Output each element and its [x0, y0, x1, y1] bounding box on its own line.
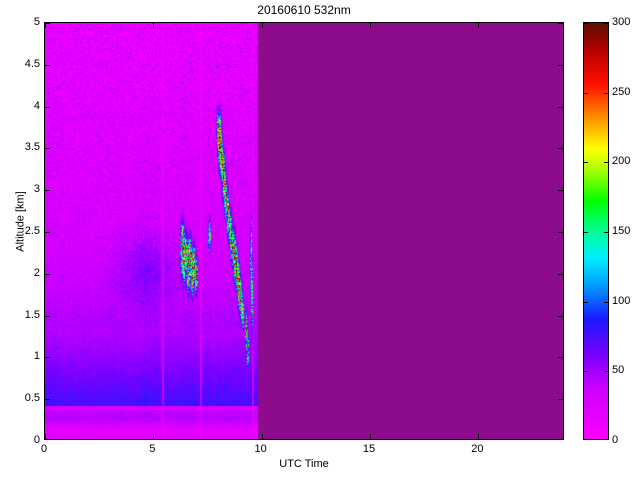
- x-axis-tick-labels: 0 5 10 15 20: [40, 443, 564, 457]
- y-tick-mark: [45, 357, 50, 358]
- colorbar-tick-label: 100: [612, 294, 631, 307]
- y-tick-label: 5: [33, 16, 40, 28]
- colorbar-tick-label: 200: [612, 155, 631, 168]
- y-tick-mark: [45, 23, 50, 24]
- page-title: 20160610 532nm: [257, 3, 351, 17]
- y-tick-mark: [558, 65, 563, 66]
- y-tick-label: 1: [33, 350, 40, 363]
- y-axis-title: Altitude [km]: [14, 191, 27, 252]
- x-tick-mark: [370, 434, 371, 439]
- y-tick-mark: [45, 399, 50, 400]
- x-tick-label: 15: [362, 443, 376, 455]
- y-tick-mark: [558, 274, 563, 275]
- colorbar-tick-mark: [604, 371, 608, 372]
- y-tick-mark: [45, 316, 50, 317]
- y-tick-mark: [558, 399, 563, 400]
- y-tick-label: 0.5: [24, 392, 40, 405]
- y-tick-label: 4.5: [24, 57, 40, 70]
- colorbar-tick-mark: [604, 302, 608, 303]
- x-tick-mark: [262, 23, 263, 28]
- y-tick-mark: [45, 190, 50, 191]
- colorbar-tick-label: 250: [612, 85, 631, 98]
- colorbar-tick-mark: [604, 232, 608, 233]
- y-tick-label: 3: [33, 183, 40, 196]
- x-tick-mark: [45, 434, 46, 439]
- colorbar-tick-label: 150: [612, 225, 631, 237]
- y-tick-label: 1.5: [24, 308, 40, 321]
- x-tick-label: 0: [40, 443, 48, 455]
- lidar-heatmap-canvas: [45, 23, 563, 439]
- plot-axes[interactable]: [44, 22, 564, 440]
- colorbar-tick-mark: [584, 23, 588, 24]
- y-tick-mark: [558, 148, 563, 149]
- y-tick-mark: [45, 232, 50, 233]
- x-tick-mark: [478, 434, 479, 439]
- colorbar-tick-mark: [584, 232, 588, 233]
- x-tick-label: 10: [254, 443, 267, 455]
- x-tick-mark: [478, 23, 479, 28]
- y-tick-label: 3.5: [24, 141, 40, 154]
- x-tick-label: 5: [149, 443, 156, 455]
- colorbar-gradient: [584, 23, 608, 439]
- x-tick-mark: [262, 434, 263, 439]
- x-tick-mark: [153, 434, 154, 439]
- x-tick-mark: [45, 23, 46, 28]
- colorbar-tick-mark: [584, 93, 588, 94]
- colorbar-tick-mark: [604, 93, 608, 94]
- y-tick-mark: [45, 107, 50, 108]
- y-tick-label: 4: [33, 99, 40, 112]
- y-tick-label: 0: [33, 434, 40, 446]
- colorbar-tick-labels: 0 50 100 150 200 250 300: [612, 16, 640, 446]
- y-tick-label: 2: [33, 266, 40, 279]
- y-tick-mark: [558, 357, 563, 358]
- y-tick-mark: [558, 23, 563, 24]
- y-tick-mark: [45, 148, 50, 149]
- y-tick-label: 2.5: [24, 225, 40, 237]
- y-tick-mark: [45, 274, 50, 275]
- y-tick-mark: [558, 316, 563, 317]
- colorbar-tick-mark: [584, 162, 588, 163]
- colorbar-tick-mark: [584, 302, 588, 303]
- colorbar[interactable]: [583, 22, 609, 440]
- x-tick-mark: [153, 23, 154, 28]
- y-tick-mark: [558, 107, 563, 108]
- y-tick-mark: [45, 65, 50, 66]
- colorbar-tick-label: 300: [612, 16, 631, 28]
- y-tick-mark: [558, 190, 563, 191]
- x-axis-title: UTC Time: [279, 458, 329, 470]
- colorbar-tick-mark: [604, 23, 608, 24]
- x-tick-mark: [370, 23, 371, 28]
- y-axis-tick-labels: 0 0.5 1 1.5 2 2.5 3 3.5 4 4.5 5: [0, 16, 40, 446]
- colorbar-tick-mark: [604, 162, 608, 163]
- y-tick-mark: [558, 232, 563, 233]
- x-tick-label: 20: [471, 443, 484, 455]
- colorbar-tick-mark: [584, 371, 588, 372]
- colorbar-tick-label: 0: [612, 434, 619, 446]
- colorbar-tick-label: 50: [612, 364, 625, 377]
